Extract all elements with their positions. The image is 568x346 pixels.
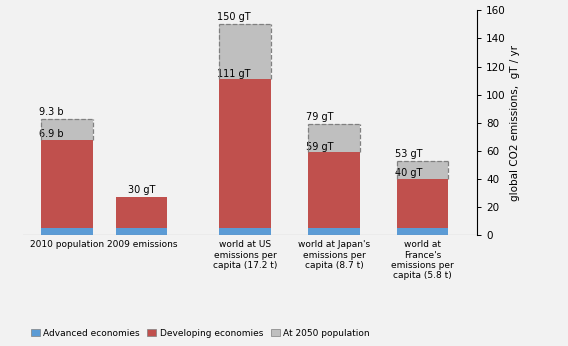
Text: 53 gT: 53 gT — [395, 149, 422, 159]
Y-axis label: global CO2 emissions,  gT / yr: global CO2 emissions, gT / yr — [510, 45, 520, 201]
Bar — [115, 228, 167, 235]
Text: 79 gT: 79 gT — [306, 112, 333, 122]
Bar — [308, 228, 360, 235]
Text: 30 gT: 30 gT — [128, 185, 155, 195]
Bar — [397, 228, 449, 235]
Bar — [219, 25, 271, 79]
Bar — [41, 228, 93, 235]
Text: 111 gT: 111 gT — [217, 69, 250, 79]
Bar — [41, 119, 93, 140]
Bar — [219, 79, 271, 228]
Bar — [308, 124, 360, 152]
Bar — [397, 161, 449, 179]
Bar — [41, 140, 93, 228]
Bar — [115, 197, 167, 228]
Bar — [308, 152, 360, 228]
Bar — [219, 228, 271, 235]
Text: 150 gT: 150 gT — [217, 12, 250, 22]
Text: 40 gT: 40 gT — [395, 169, 422, 179]
Legend: Advanced economies, Developing economies, At 2050 population: Advanced economies, Developing economies… — [27, 325, 373, 342]
Bar — [397, 179, 449, 228]
Text: 9.3 b: 9.3 b — [39, 107, 64, 117]
Text: 6.9 b: 6.9 b — [39, 129, 64, 139]
Text: 59 gT: 59 gT — [306, 142, 333, 152]
